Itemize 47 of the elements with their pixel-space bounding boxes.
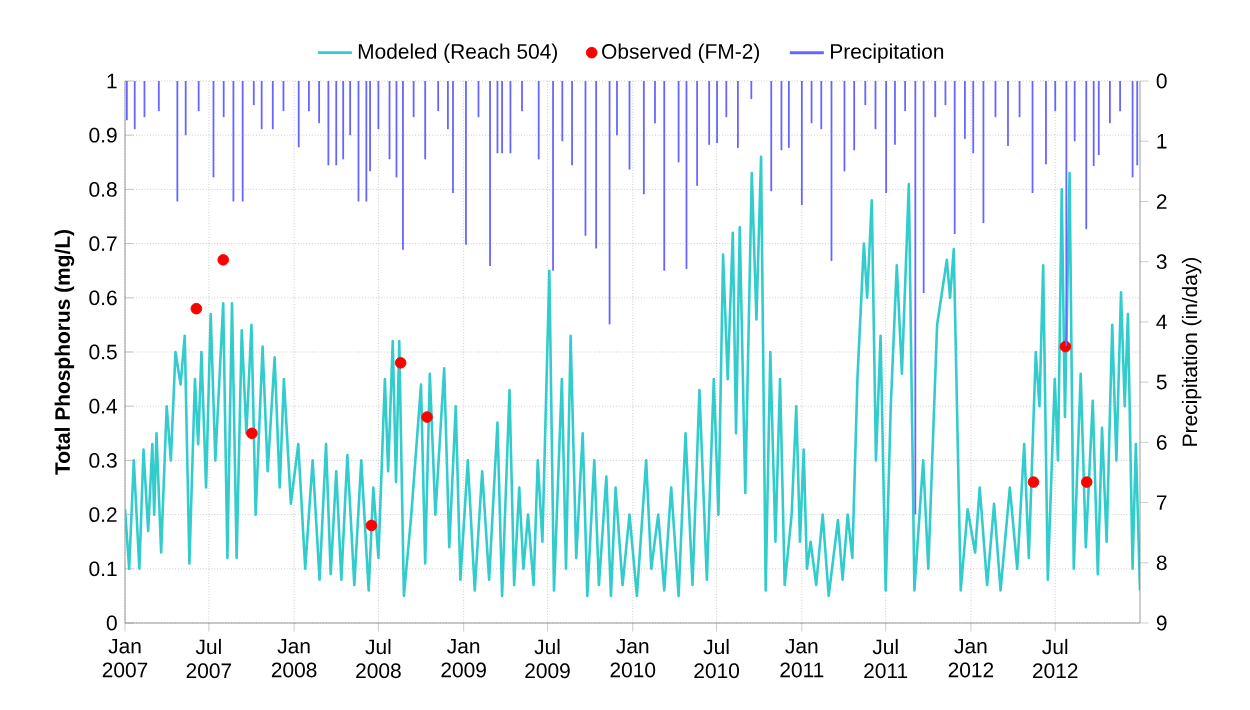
point — [1027, 476, 1040, 488]
y2-tick-label: 2 — [1156, 194, 1167, 209]
y-tick-label: 0.3 — [89, 453, 117, 468]
x-tick-label: Jan 2009 — [441, 638, 486, 678]
legend-label: Observed (FM-2) — [602, 43, 760, 63]
y-tick-label: 0.1 — [89, 561, 117, 577]
y-tick-label: 0.7 — [89, 236, 117, 252]
y-tick-label: 1 — [107, 73, 117, 89]
x-tick-label: Jul 2011 — [864, 638, 908, 679]
x-tick-label: Jan 2008 — [271, 638, 317, 678]
y-tick-label: 0.8 — [89, 182, 117, 197]
x-tick-label: Jul 2012 — [1033, 638, 1078, 679]
y2-tick-label: 6 — [1156, 434, 1167, 450]
y2-tick-label: 7 — [1156, 495, 1167, 510]
x-tick-label: Jan 2012 — [948, 638, 994, 678]
y-tick-label: 0.5 — [89, 344, 117, 360]
x-tick-label: Jan 2011 — [780, 638, 824, 678]
y2-tick-label: 1 — [1157, 134, 1167, 149]
point — [1080, 476, 1093, 488]
y-tick-label: 0.2 — [89, 507, 117, 523]
point — [421, 411, 433, 423]
point — [190, 302, 203, 315]
y-tick-label: 0.9 — [89, 127, 117, 143]
point — [217, 254, 229, 266]
y-tick-label: 0.4 — [89, 398, 117, 414]
x-tick-label: Jan 2010 — [610, 638, 656, 678]
y2-tick-label: 8 — [1156, 555, 1167, 571]
y2-tick-label: 3 — [1156, 254, 1167, 270]
x-tick-label: Jan 2007 — [102, 638, 148, 678]
y2-tick-label: 9 — [1156, 615, 1167, 631]
x-tick-label: Jul 2009 — [525, 638, 570, 679]
point — [365, 519, 378, 532]
y2-tick-label: 4 — [1156, 314, 1167, 330]
point — [394, 357, 407, 369]
y-tick-label: 0 — [106, 615, 117, 631]
point — [246, 427, 258, 440]
x-tick-label: Jul 2007 — [186, 638, 232, 679]
legend-label: Modeled (Reach 504) — [358, 43, 557, 63]
y-axis-title: Total Phosphorus (mg/L) — [54, 230, 75, 475]
y2-tick-label: 5 — [1156, 374, 1167, 390]
line-series — [125, 155, 1141, 598]
x-tick-label: Jul 2008 — [356, 638, 401, 679]
x-tick-label: Jul 2010 — [694, 638, 740, 679]
legend-label: Precipitation — [831, 43, 944, 63]
y2-axis-title: Precipitation (in/day) — [1181, 258, 1202, 446]
y-tick-label: 0.6 — [89, 290, 117, 306]
y2-tick-label: 0 — [1156, 73, 1167, 89]
